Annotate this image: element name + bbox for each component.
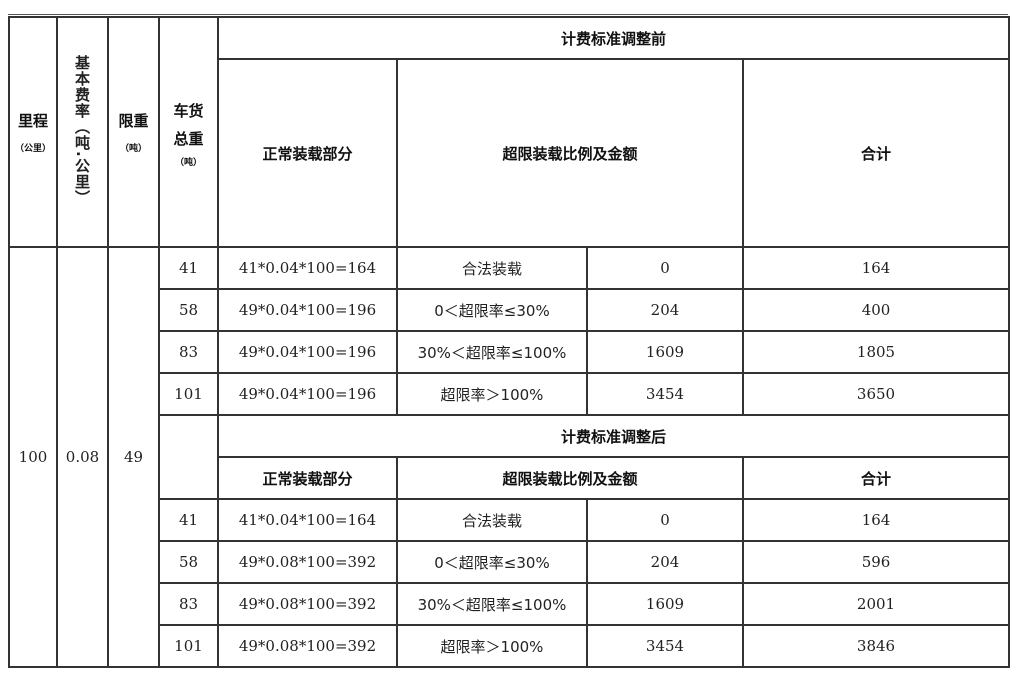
overload-amount: 3454: [586, 372, 744, 416]
overload-category: 超限率＞100%: [396, 372, 588, 416]
header-total-after: 合计: [741, 456, 1011, 500]
gross-weight-unit: （吨）: [174, 157, 202, 168]
table-row: 101 49*0.08*100=392 超限率＞100% 3454 3846: [9, 624, 1011, 668]
table-row: 58 49*0.08*100=392 0＜超限率≤30% 204 596: [9, 540, 1011, 584]
weight-limit-value: 49: [107, 246, 160, 668]
total-value: 596: [741, 540, 1011, 584]
overload-amount: 0: [586, 246, 744, 290]
overload-amount: 3454: [586, 624, 744, 668]
table-row: 58 49*0.04*100=196 0＜超限率≤30% 204 400: [9, 288, 1011, 332]
table-row: 101 49*0.04*100=196 超限率＞100% 3454 3650: [9, 372, 1011, 416]
gross-weight-value: 41: [158, 246, 219, 290]
gross-weight-value: 58: [158, 288, 219, 332]
total-value: 164: [741, 498, 1011, 542]
overload-amount: 0: [586, 498, 744, 542]
normal-part-value: 49*0.04*100=196: [217, 330, 398, 374]
overload-amount: 1609: [586, 582, 744, 626]
top-border: [8, 14, 1008, 15]
normal-part-value: 41*0.04*100=164: [217, 498, 398, 542]
blank-weight-cell: [158, 414, 219, 500]
gross-weight-value: 58: [158, 540, 219, 584]
total-value: 3846: [741, 624, 1011, 668]
table-row: 83 49*0.08*100=392 30%＜超限率≤100% 1609 2001: [9, 582, 1011, 626]
overload-category: 30%＜超限率≤100%: [396, 330, 588, 374]
normal-part-value: 49*0.08*100=392: [217, 540, 398, 584]
base-rate-label: 基本费率（吨.公里）: [73, 54, 91, 206]
normal-part-value: 49*0.08*100=392: [217, 624, 398, 668]
header-base-rate: 基本费率（吨.公里）: [56, 16, 109, 248]
overload-amount: 204: [586, 540, 744, 584]
after-title: 计费标准调整后: [216, 414, 1011, 458]
gross-weight-value: 101: [158, 624, 219, 668]
table-row: 100 0.08 49 41 41*0.04*100=164 合法装载 0 164: [8, 246, 1011, 668]
gross-weight-value: 101: [158, 372, 219, 416]
header-total: 合计: [741, 58, 1011, 248]
normal-part-value: 49*0.08*100=392: [217, 582, 398, 626]
overload-category: 30%＜超限率≤100%: [396, 582, 588, 626]
overload-amount: 204: [586, 288, 744, 332]
overload-category: 0＜超限率≤30%: [396, 540, 588, 584]
weight-limit-label: 限重: [118, 112, 149, 130]
normal-part-value: 49*0.04*100=196: [217, 372, 398, 416]
total-value: 164: [741, 246, 1011, 290]
header-normal-part: 正常装载部分: [217, 58, 398, 248]
mileage-unit: （公里）: [14, 144, 51, 154]
total-value: 1805: [741, 330, 1011, 374]
header-gross-weight: 车货总重 （吨）: [158, 16, 219, 248]
overload-category: 0＜超限率≤30%: [396, 288, 588, 332]
total-value: 400: [741, 288, 1011, 332]
overload-amount: 1609: [586, 330, 744, 374]
normal-part-value: 41*0.04*100=164: [217, 246, 398, 290]
gross-weight-value: 83: [158, 582, 219, 626]
header-weight-limit: 限重 （吨）: [107, 16, 160, 248]
overload-category: 合法装载: [396, 498, 588, 542]
total-value: 2001: [741, 582, 1011, 626]
base-rate-value: 0.08: [56, 246, 109, 668]
header-mileage: 里程 （公里）: [8, 16, 58, 248]
overload-category: 合法装载: [396, 246, 588, 290]
weight-limit-unit: （吨）: [119, 144, 147, 154]
toll-comparison-table: 里程 （公里） 基本费率（吨.公里） 限重 （吨） 车货总重 （吨） 计费标准调整前 …: [8, 16, 1011, 668]
overload-category: 超限率＞100%: [396, 624, 588, 668]
table-row: 83 49*0.04*100=196 30%＜超限率≤100% 1609 1805: [9, 330, 1011, 374]
header-overload-part: 超限装载比例及金额: [396, 58, 744, 248]
header-overload-part-after: 超限装载比例及金额: [396, 456, 744, 500]
mileage-label: 里程: [17, 112, 48, 130]
normal-part-value: 49*0.04*100=196: [217, 288, 398, 332]
header-normal-part-after: 正常装载部分: [217, 456, 398, 500]
total-value: 3650: [741, 372, 1011, 416]
before-title: 计费标准调整前: [216, 16, 1011, 60]
gross-weight-label: 车货总重: [173, 101, 204, 148]
table-row: 41 41*0.04*100=164 合法装载 0 164: [9, 498, 1011, 542]
gross-weight-value: 41: [158, 498, 219, 542]
mileage-value: 100: [8, 246, 58, 668]
gross-weight-value: 83: [158, 330, 219, 374]
